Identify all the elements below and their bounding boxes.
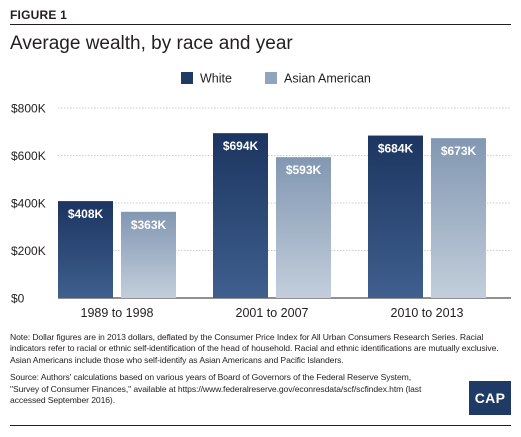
data-label: $593K bbox=[286, 163, 322, 177]
legend-label-2: Asian American bbox=[284, 72, 371, 86]
bar-asian-american-3 bbox=[431, 138, 486, 298]
y-tick-label: $600K bbox=[11, 149, 46, 163]
cap-logo: CAP bbox=[469, 381, 511, 415]
notes-block: Note: Dollar figures are in 2013 dollars… bbox=[10, 332, 510, 412]
x-tick-label: 2010 to 2013 bbox=[391, 306, 464, 320]
note-text: Note: Dollar figures are in 2013 dollars… bbox=[10, 332, 499, 365]
bar-asian-american-1 bbox=[121, 211, 176, 298]
y-tick-label: $0 bbox=[11, 292, 25, 306]
legend-label-1: White bbox=[200, 72, 232, 86]
bar-asian-american-2 bbox=[276, 157, 331, 298]
bar-white-2 bbox=[213, 133, 268, 298]
y-tick-label: $400K bbox=[11, 197, 46, 211]
figure-label: FIGURE 1 bbox=[10, 8, 67, 22]
source-text: Source: Authors' calculations based on v… bbox=[10, 372, 422, 406]
bar-chart: $0 $200K $400K $600K $800K White Asian America… bbox=[11, 72, 511, 320]
bottom-rule bbox=[10, 425, 511, 426]
x-tick-label: 1989 to 1998 bbox=[81, 306, 154, 320]
data-label: $363K bbox=[131, 218, 167, 232]
top-rule bbox=[10, 24, 511, 25]
data-label: $408K bbox=[68, 207, 104, 221]
y-tick-label: $800K bbox=[11, 102, 46, 116]
legend-swatch-2 bbox=[265, 72, 277, 84]
y-tick-label: $200K bbox=[11, 244, 46, 258]
chart-title: Average wealth, by race and year bbox=[10, 33, 293, 54]
data-label: $694K bbox=[223, 139, 259, 153]
bar-white-3 bbox=[368, 135, 423, 298]
data-label: $684K bbox=[378, 142, 414, 156]
data-label: $673K bbox=[441, 144, 477, 158]
x-tick-label: 2001 to 2007 bbox=[236, 306, 309, 320]
bar-white-1 bbox=[58, 201, 113, 298]
legend-swatch-1 bbox=[181, 72, 193, 84]
